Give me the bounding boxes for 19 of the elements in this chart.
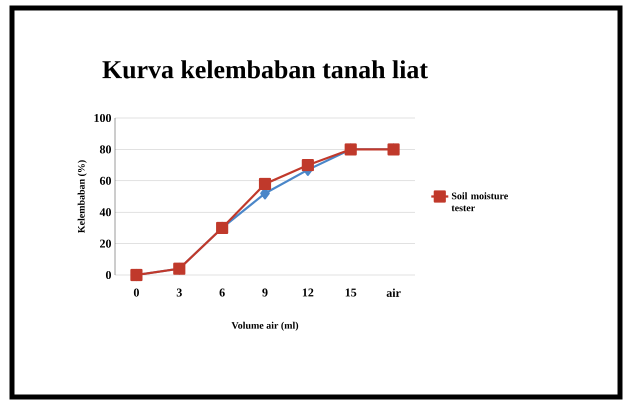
x-tick-label: 6 bbox=[220, 288, 225, 297]
point bbox=[258, 178, 272, 190]
x-tick-label: air bbox=[386, 288, 401, 297]
y-tick-label: 100 bbox=[94, 114, 112, 122]
x-tick-label: 12 bbox=[302, 288, 314, 296]
x-tick-label: 9 bbox=[262, 288, 268, 297]
x-tick-label: 3 bbox=[176, 288, 182, 297]
x-tick-label: 15 bbox=[346, 288, 356, 297]
chart-title: Kurva kelembaban tanah liat bbox=[102, 60, 428, 78]
legend-label: Soil moisture tester bbox=[452, 192, 508, 212]
point bbox=[302, 159, 314, 172]
y-tick-label: 0 bbox=[106, 270, 112, 280]
y-tick-label: 60 bbox=[100, 176, 112, 185]
y-axis-title: Kelembaban (%) bbox=[78, 160, 87, 233]
y-tick-label: 40 bbox=[100, 208, 112, 216]
x-axis-title: Volume air (ml) bbox=[232, 322, 298, 331]
y-tick-label: 20 bbox=[100, 240, 112, 248]
x-tick-label: 0 bbox=[134, 288, 139, 297]
y-tick-label: 80 bbox=[100, 145, 112, 154]
